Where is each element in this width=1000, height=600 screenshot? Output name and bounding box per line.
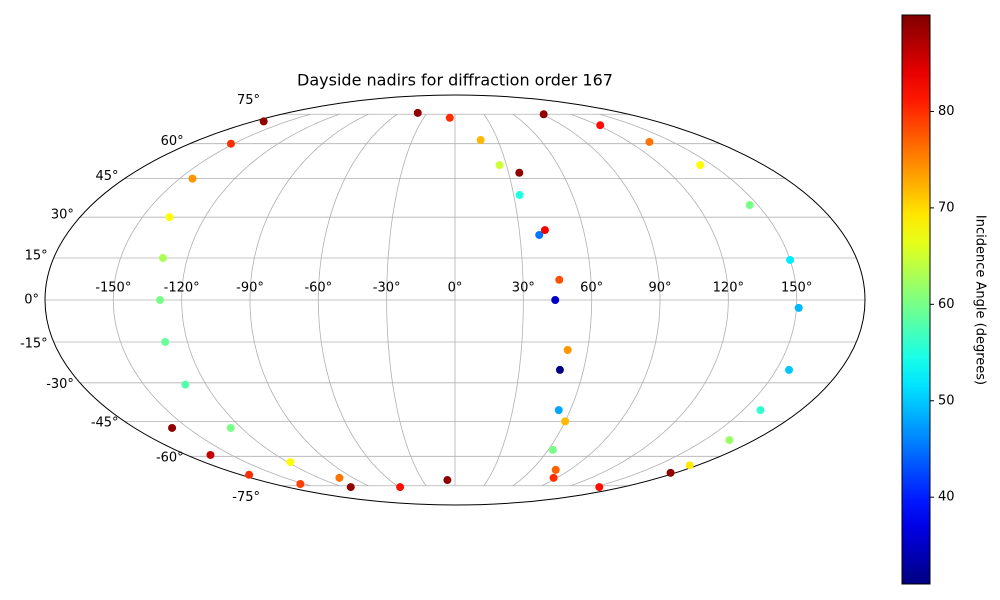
x-tick-label: -30° [373, 281, 401, 296]
data-point [551, 296, 560, 304]
x-tick-label: -150° [95, 281, 131, 296]
data-point [181, 380, 190, 389]
x-tick-label: 30° [512, 281, 535, 296]
map-frame [44, 94, 866, 506]
data-point [794, 303, 803, 312]
data-point [335, 473, 344, 482]
data-point [535, 230, 544, 239]
x-tick-label: 150° [781, 281, 812, 296]
y-tick-label: -15° [20, 336, 48, 351]
data-point [785, 365, 794, 374]
data-point [156, 296, 165, 304]
data-point [168, 423, 177, 432]
x-tick-label: -120° [164, 281, 200, 296]
y-tick-label: -45° [91, 416, 119, 431]
chart-title: Dayside nadirs for diffraction order 167 [297, 71, 613, 90]
data-point [554, 406, 563, 415]
data-point [539, 110, 548, 119]
data-point [555, 275, 564, 284]
data-point [443, 476, 452, 485]
data-point [696, 161, 705, 170]
data-point [540, 226, 549, 235]
x-tick-label: 120° [713, 281, 744, 296]
data-point [548, 445, 557, 454]
data-point [286, 458, 295, 467]
x-tick-label: -90° [236, 281, 264, 296]
x-tick-label: 0° [448, 281, 463, 296]
y-tick-label: 0° [24, 293, 39, 308]
data-point [596, 121, 605, 130]
x-tick-label: -60° [304, 281, 332, 296]
data-point [745, 201, 754, 210]
data-point [551, 465, 560, 474]
data-point [259, 117, 268, 126]
data-point [158, 254, 167, 263]
data-point [245, 470, 254, 479]
y-tick-label: 45° [96, 169, 119, 184]
data-point [346, 483, 355, 492]
y-tick-label: 30° [51, 208, 74, 223]
y-tick-label: -60° [156, 451, 184, 466]
data-point [555, 365, 564, 374]
x-tick-label: 90° [648, 281, 671, 296]
data-point [445, 113, 454, 122]
data-point [786, 255, 795, 264]
data-point [561, 417, 570, 426]
data-point [515, 168, 524, 177]
y-tick-label: 60° [161, 134, 184, 149]
colorbar [901, 14, 931, 585]
data-point [226, 139, 235, 148]
data-point [206, 450, 215, 459]
data-point [476, 136, 485, 145]
x-tick-label: 60° [580, 281, 603, 296]
data-point [595, 483, 604, 492]
data-point [756, 406, 765, 415]
data-point [188, 174, 197, 183]
y-tick-label: -30° [46, 377, 74, 392]
y-tick-label: 15° [25, 248, 48, 263]
y-tick-label: 75° [237, 93, 260, 108]
y-tick-label: -75° [232, 490, 260, 505]
data-point [563, 345, 572, 354]
data-point [515, 190, 524, 199]
colorbar-tick-label: 80 [938, 104, 955, 119]
data-point [413, 108, 422, 117]
colorbar-tick-label: 70 [938, 200, 955, 215]
colorbar-tick-label: 50 [938, 393, 955, 408]
data-point [161, 337, 170, 346]
data-point [296, 480, 305, 489]
data-point [495, 161, 504, 170]
data-point [396, 483, 405, 492]
data-point [645, 137, 654, 146]
data-point [226, 423, 235, 432]
data-point [549, 473, 558, 482]
colorbar-tick-label: 60 [938, 297, 955, 312]
data-point [666, 468, 675, 477]
data-point [165, 213, 174, 222]
colorbar-tick-label: 40 [938, 490, 955, 505]
map [44, 94, 866, 506]
data-point [725, 436, 734, 445]
data-point [685, 461, 694, 470]
colorbar-label: Incidence Angle (degrees) [973, 215, 988, 385]
